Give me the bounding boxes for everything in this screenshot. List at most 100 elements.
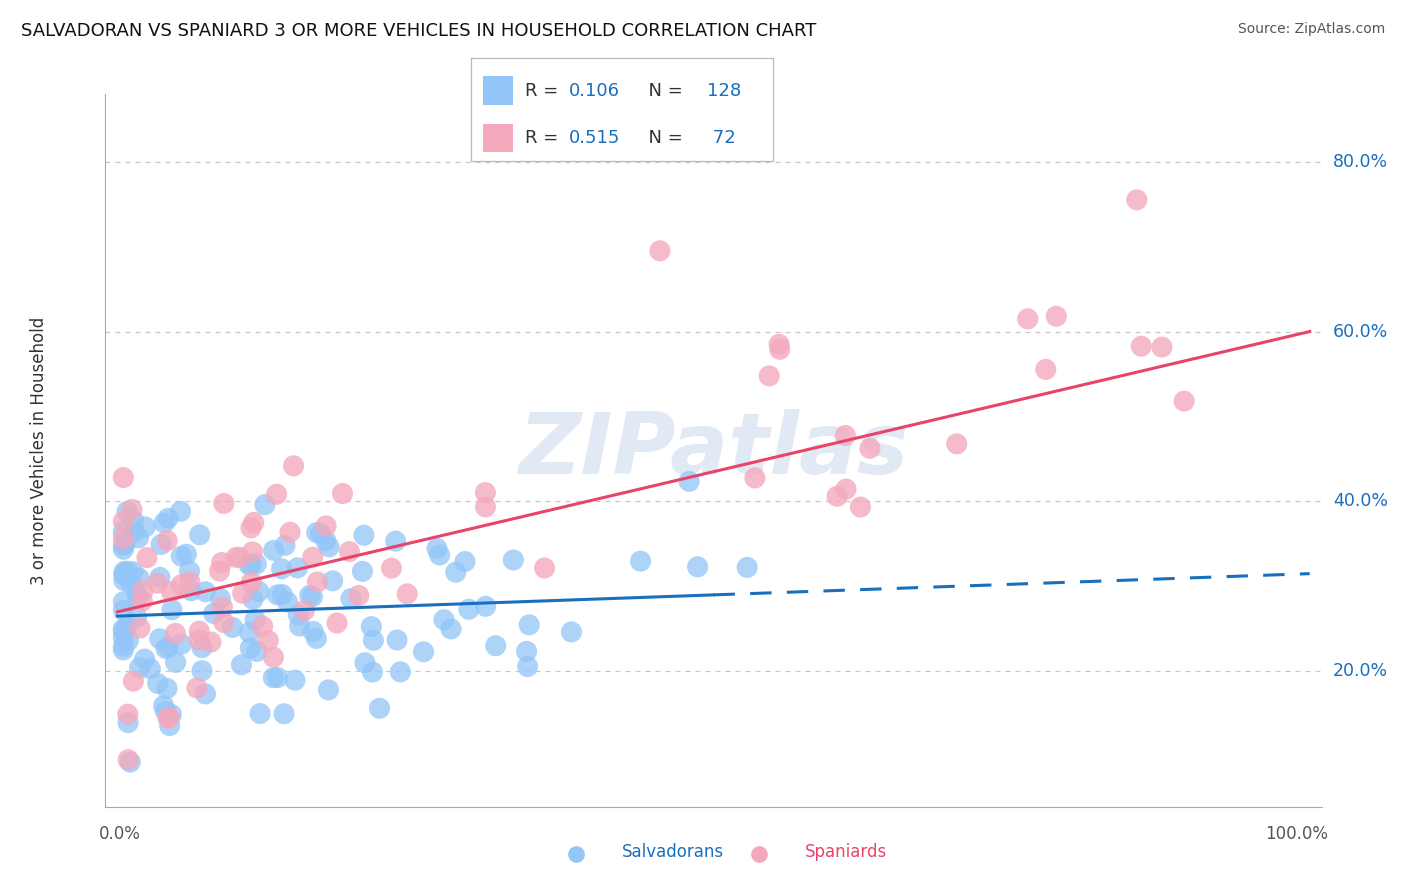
Point — [211, 556, 233, 570]
Point — [186, 681, 208, 695]
Point — [200, 635, 222, 649]
Point — [239, 641, 262, 656]
Point — [262, 650, 284, 665]
Point — [112, 595, 135, 609]
Point — [157, 511, 180, 525]
Point — [180, 583, 202, 598]
Text: SALVADORAN VS SPANIARD 3 OR MORE VEHICLES IN HOUSEHOLD CORRELATION CHART: SALVADORAN VS SPANIARD 3 OR MORE VEHICLE… — [21, 22, 817, 40]
Point — [834, 428, 856, 442]
Text: 60.0%: 60.0% — [1333, 323, 1388, 341]
Text: 40.0%: 40.0% — [1333, 492, 1388, 510]
Point — [153, 516, 176, 530]
Point — [242, 592, 264, 607]
Point — [457, 602, 479, 616]
Point — [849, 500, 872, 514]
Point — [1150, 340, 1173, 354]
Point — [112, 565, 135, 579]
Point — [485, 639, 508, 653]
Point — [252, 619, 274, 633]
Point — [179, 574, 201, 589]
Point — [115, 619, 138, 633]
Point — [121, 502, 143, 516]
Point — [385, 632, 408, 647]
Point — [122, 674, 145, 689]
Point — [270, 562, 292, 576]
Text: ZIPatlas: ZIPatlas — [519, 409, 908, 492]
Point — [271, 588, 294, 602]
Point — [211, 600, 233, 615]
Point — [150, 537, 173, 551]
Point — [396, 587, 419, 601]
Point — [157, 710, 180, 724]
Point — [129, 621, 152, 635]
Point — [318, 682, 340, 697]
Point — [516, 644, 538, 658]
Point — [1173, 394, 1195, 409]
Point — [648, 244, 671, 258]
Point — [440, 622, 463, 636]
Point — [315, 519, 337, 533]
Point — [859, 442, 882, 456]
Point — [302, 624, 325, 639]
Point — [253, 498, 276, 512]
Point — [231, 657, 253, 672]
Point — [1130, 339, 1153, 353]
Point — [187, 632, 209, 647]
Point — [240, 558, 263, 573]
Point — [112, 515, 135, 529]
Point — [363, 633, 385, 648]
Point — [245, 557, 267, 571]
Point — [188, 624, 211, 639]
Point — [326, 615, 349, 630]
Point — [209, 591, 232, 606]
Point — [191, 664, 214, 678]
Point — [115, 505, 138, 519]
Point — [630, 554, 652, 568]
Point — [156, 533, 179, 548]
Point — [238, 625, 260, 640]
Point — [686, 559, 709, 574]
Point — [238, 558, 260, 572]
Point — [315, 533, 337, 548]
Point — [768, 337, 790, 351]
Text: 100.0%: 100.0% — [1265, 825, 1327, 843]
Point — [384, 534, 406, 549]
Point — [347, 589, 370, 603]
Text: Source: ZipAtlas.com: Source: ZipAtlas.com — [1237, 22, 1385, 37]
Text: 72: 72 — [707, 129, 735, 147]
Point — [332, 486, 354, 500]
Point — [225, 550, 247, 565]
Point — [170, 578, 193, 592]
Point — [277, 595, 299, 609]
Point — [262, 671, 284, 685]
Point — [429, 548, 451, 562]
Point — [124, 524, 146, 539]
Point — [179, 564, 201, 578]
Point — [170, 637, 193, 651]
Point — [117, 753, 139, 767]
Point — [257, 633, 280, 648]
Point — [433, 613, 456, 627]
Point — [517, 618, 540, 632]
Text: Salvadorans: Salvadorans — [623, 843, 724, 861]
Point — [339, 544, 361, 558]
Point — [169, 504, 191, 518]
Point — [474, 500, 496, 514]
Point — [1017, 311, 1039, 326]
Text: 128: 128 — [707, 82, 741, 100]
Text: R =: R = — [526, 129, 564, 147]
Point — [117, 715, 139, 730]
Point — [112, 574, 135, 588]
Point — [112, 470, 135, 484]
Point — [361, 665, 384, 679]
Text: Spaniards: Spaniards — [804, 843, 887, 861]
Point — [117, 633, 139, 648]
Point — [112, 624, 135, 639]
Point — [160, 603, 183, 617]
Text: N =: N = — [637, 129, 689, 147]
Point — [112, 524, 135, 539]
Point — [309, 526, 332, 541]
Point — [125, 610, 148, 624]
Point — [191, 640, 214, 655]
Text: 0.106: 0.106 — [569, 82, 620, 100]
